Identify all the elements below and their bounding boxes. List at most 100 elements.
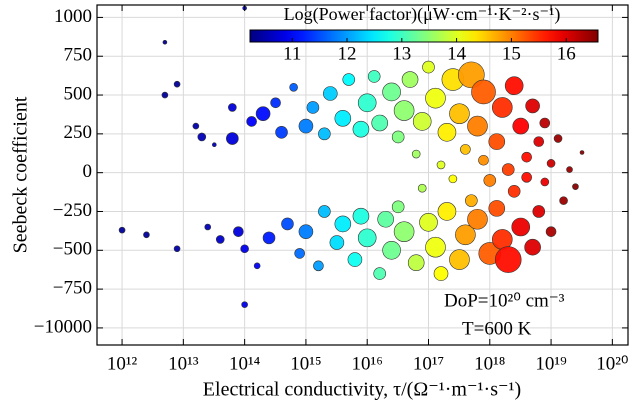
x-tick-label: 10¹⁵ — [290, 353, 321, 374]
point — [334, 215, 352, 233]
colorbar-tick-label: 13 — [392, 43, 411, 64]
point — [294, 248, 305, 259]
point — [524, 238, 541, 256]
point — [488, 133, 506, 150]
point — [449, 103, 470, 124]
y-tick-label: 750 — [64, 45, 93, 66]
point — [393, 221, 415, 242]
point — [306, 101, 320, 114]
point — [504, 76, 524, 96]
point — [298, 118, 314, 134]
point — [329, 235, 345, 250]
point — [173, 80, 181, 88]
point — [377, 210, 394, 228]
y-tick-label: 500 — [64, 83, 93, 104]
point — [373, 267, 387, 280]
point — [318, 205, 331, 218]
point — [391, 130, 405, 144]
colorbar-tick-label: 15 — [502, 43, 521, 64]
point — [313, 260, 324, 272]
point — [572, 183, 579, 190]
point — [270, 97, 281, 109]
x-tick-label: 10¹⁴ — [229, 353, 261, 374]
point — [197, 132, 207, 142]
x-tick-label: 10¹⁹ — [535, 353, 567, 374]
colorbar-tick-label: 11 — [283, 43, 301, 64]
point — [281, 217, 294, 231]
point — [494, 246, 522, 273]
point — [425, 87, 446, 109]
x-tick-label: 10¹⁸ — [474, 353, 505, 374]
point — [323, 86, 338, 101]
point — [192, 122, 200, 130]
point — [228, 103, 237, 112]
point — [532, 205, 546, 218]
point — [540, 177, 550, 187]
y-tick-label: 1000 — [54, 6, 92, 27]
point — [162, 39, 168, 45]
x-tick-label: 10¹² — [107, 353, 138, 374]
point — [255, 106, 271, 121]
point — [204, 223, 212, 231]
annotation: DoP=10²⁰ cm⁻³ — [444, 290, 565, 311]
point — [501, 163, 515, 176]
point — [419, 213, 438, 232]
point — [215, 235, 225, 244]
point — [401, 71, 419, 88]
point — [352, 120, 370, 138]
point — [357, 93, 377, 113]
colorbar-tick-label: 16 — [557, 43, 576, 64]
point — [521, 151, 532, 163]
point — [407, 254, 425, 272]
y-tick-label: 0 — [83, 161, 93, 182]
plot-frame — [96, 4, 629, 346]
point — [367, 70, 381, 83]
point — [525, 98, 540, 114]
y-tick-label: −750 — [53, 277, 92, 298]
point — [566, 166, 573, 173]
point — [246, 116, 257, 127]
point — [512, 117, 530, 135]
point — [382, 82, 401, 102]
point — [507, 185, 521, 198]
point — [318, 127, 331, 141]
colorbar-tick-label: 14 — [447, 43, 467, 64]
point — [437, 202, 457, 221]
point — [436, 160, 446, 170]
point — [511, 217, 531, 237]
point — [437, 123, 457, 142]
point — [241, 301, 248, 308]
point — [334, 110, 352, 127]
point — [539, 117, 551, 129]
point — [553, 134, 563, 143]
point — [173, 245, 181, 253]
point — [382, 240, 401, 260]
point — [467, 208, 488, 230]
point — [579, 150, 585, 155]
point — [559, 196, 568, 205]
x-tick-label: 10¹⁶ — [352, 353, 383, 374]
y-tick-label: −10000 — [34, 316, 92, 337]
point — [393, 100, 415, 121]
point — [347, 252, 363, 267]
point — [491, 97, 513, 118]
point — [433, 266, 449, 281]
x-tick-label: 10¹³ — [168, 353, 199, 374]
point — [533, 136, 545, 147]
point — [478, 154, 489, 166]
point — [460, 144, 471, 155]
point — [448, 174, 458, 184]
point — [298, 224, 314, 239]
point — [488, 200, 506, 217]
point — [352, 207, 370, 225]
point — [161, 91, 169, 99]
point — [262, 231, 276, 245]
point — [545, 226, 557, 237]
point — [425, 236, 446, 258]
colorbar-tick-label: 12 — [338, 43, 357, 64]
point — [465, 194, 478, 207]
point — [546, 159, 556, 168]
point — [342, 73, 356, 86]
point — [412, 112, 432, 131]
point — [240, 244, 249, 254]
